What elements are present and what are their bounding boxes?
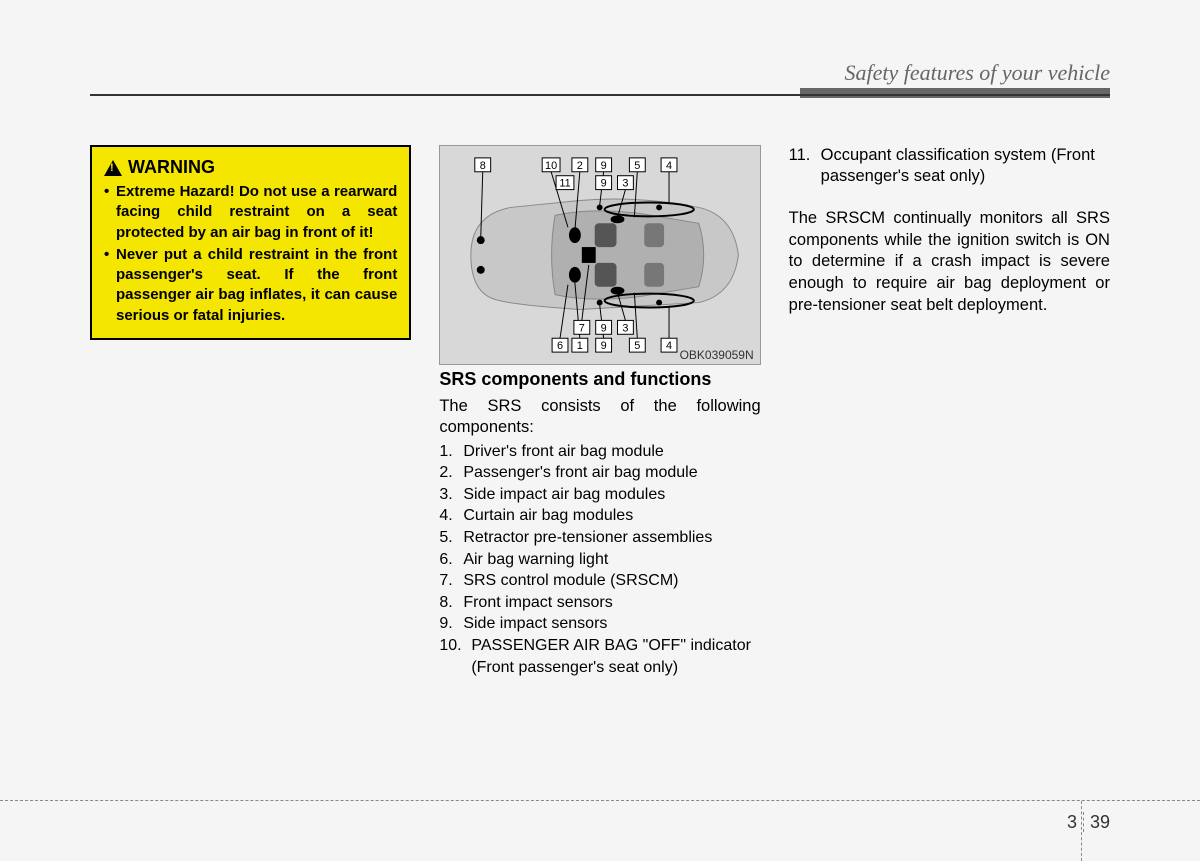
header-accent-bar — [800, 88, 1110, 98]
column-1: WARNING Extreme Hazard! Do not use a rea… — [90, 145, 411, 678]
svg-text:4: 4 — [666, 340, 672, 352]
components-list: 1.Driver's front air bag module 2.Passen… — [439, 441, 760, 679]
svg-text:3: 3 — [623, 178, 629, 190]
list-item: 3.Side impact air bag modules — [439, 484, 760, 506]
svg-text:5: 5 — [635, 160, 641, 172]
warning-list: Extreme Hazard! Do not use a rearward fa… — [104, 182, 397, 326]
svg-text:11: 11 — [560, 178, 571, 190]
warning-title-text: WARNING — [128, 157, 215, 178]
svg-text:9: 9 — [601, 178, 607, 190]
section-heading: SRS components and functions — [439, 369, 760, 390]
column-2: 8 10 2 9 5 4 11 9 3 — [439, 145, 760, 678]
list-item: 7.SRS control module (SRSCM) — [439, 570, 760, 592]
svg-text:4: 4 — [666, 160, 672, 172]
svg-text:9: 9 — [601, 160, 607, 172]
svg-text:7: 7 — [579, 322, 585, 334]
svg-text:10: 10 — [545, 160, 557, 172]
list-item: 8.Front impact sensors — [439, 592, 760, 614]
column-3: 11. Occupant classification system (Fron… — [789, 145, 1110, 678]
svg-text:9: 9 — [601, 340, 607, 352]
svg-text:9: 9 — [601, 322, 607, 334]
list-item-11: 11. Occupant classification system (Fron… — [789, 145, 1110, 188]
list-item: 2.Passenger's front air bag module — [439, 462, 760, 484]
svg-text:5: 5 — [635, 340, 641, 352]
car-diagram-svg: 8 10 2 9 5 4 11 9 3 — [440, 146, 759, 364]
list-item: 4.Curtain air bag modules — [439, 505, 760, 527]
svg-text:8: 8 — [480, 160, 486, 172]
content-area: WARNING Extreme Hazard! Do not use a rea… — [90, 145, 1110, 678]
diagram-code: OBK039059N — [680, 348, 754, 362]
list-item: 9.Side impact sensors — [439, 613, 760, 635]
srs-diagram: 8 10 2 9 5 4 11 9 3 — [439, 145, 760, 365]
svg-text:1: 1 — [577, 340, 583, 352]
warning-item: Never put a child restraint in the front… — [104, 245, 397, 326]
svg-text:6: 6 — [557, 340, 563, 352]
body-paragraph: The SRSCM continually monitors all SRS c… — [789, 208, 1110, 317]
footer-dashed-line — [0, 800, 1200, 801]
warning-item: Extreme Hazard! Do not use a rearward fa… — [104, 182, 397, 243]
header-rule — [90, 94, 1110, 96]
section-intro: The SRS consists of the following compon… — [439, 396, 760, 439]
list-item: 5.Retractor pre-tensioner assemblies — [439, 527, 760, 549]
list-item: 10.PASSENGER AIR BAG "OFF" indicator (Fr… — [439, 635, 760, 678]
warning-box: WARNING Extreme Hazard! Do not use a rea… — [90, 145, 411, 340]
list-item: 6.Air bag warning light — [439, 549, 760, 571]
warning-triangle-icon — [104, 160, 122, 176]
svg-text:2: 2 — [577, 160, 583, 172]
svg-text:3: 3 — [623, 322, 629, 334]
page-header: Safety features of your vehicle — [844, 60, 1110, 86]
warning-title: WARNING — [104, 157, 397, 178]
page-number: 339 — [1067, 812, 1110, 833]
list-item: 1.Driver's front air bag module — [439, 441, 760, 463]
